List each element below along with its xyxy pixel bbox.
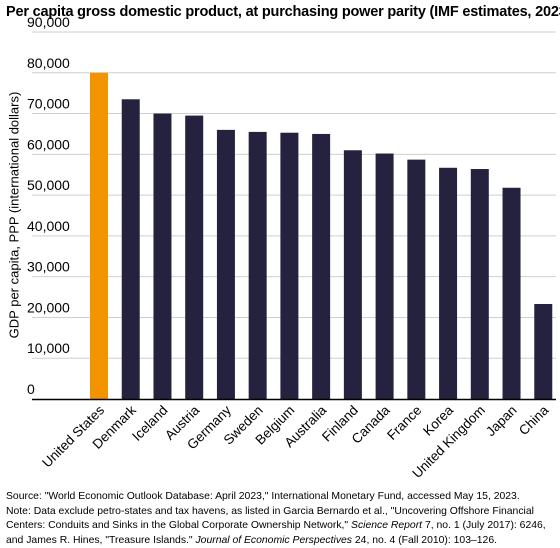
x-tick-labels: United StatesDenmarkIcelandAustriaGerman…: [39, 402, 552, 481]
x-tick-label: China: [516, 402, 552, 438]
y-tick-label: 40,000: [27, 218, 70, 234]
note-line-2: Centers: Conduits and Sinks in the Globa…: [6, 520, 546, 531]
bar-finland: [343, 150, 362, 399]
bar-iceland: [153, 113, 172, 400]
bar-denmark: [121, 99, 140, 400]
bar-sweden: [248, 131, 267, 399]
y-tick-label: 70,000: [27, 96, 70, 112]
note-line-1: Note: Data exclude petro-states and tax …: [6, 505, 534, 517]
bar-australia: [312, 133, 331, 399]
bar-united-states: [90, 72, 108, 400]
bar-china: [534, 303, 553, 399]
footnotes: Source: "World Economic Outlook Database…: [6, 490, 558, 548]
y-tick-label: 20,000: [27, 299, 70, 315]
y-tick-label: 80,000: [27, 55, 70, 71]
y-tick-label: 60,000: [27, 136, 70, 152]
bar-japan: [502, 187, 521, 399]
y-tick-label: 50,000: [27, 177, 70, 193]
bar-korea: [439, 167, 458, 399]
note-line-3: and James R. Hines, "Treasure Islands." …: [6, 534, 497, 546]
bar-chart: 0 10,000 20,000 30,000 40,000 50,000 60,000 70,…: [27, 14, 556, 481]
y-tick-label: 90,000: [27, 14, 70, 30]
x-tick-label: Iceland: [129, 403, 170, 444]
chart-title: Per capita gross domestic product, at pu…: [6, 4, 560, 20]
y-tick-labels: 0 10,000 20,000 30,000 40,000 50,000 60,000 70,…: [27, 14, 70, 397]
bars: [90, 72, 553, 400]
y-tick-label: 10,000: [27, 340, 70, 356]
y-tick-label: 30,000: [27, 259, 70, 275]
bar-belgium: [280, 132, 299, 399]
bar-united-kingdom: [470, 169, 489, 399]
source-note: Source: "World Economic Outlook Database…: [6, 491, 520, 502]
bar-germany: [216, 129, 235, 399]
x-tick-label: France: [384, 403, 424, 443]
bar-canada: [375, 153, 394, 399]
y-tick-label: 0: [27, 381, 35, 397]
x-tick-label: Japan: [483, 403, 520, 440]
bar-france: [407, 159, 426, 399]
bar-austria: [185, 115, 204, 399]
